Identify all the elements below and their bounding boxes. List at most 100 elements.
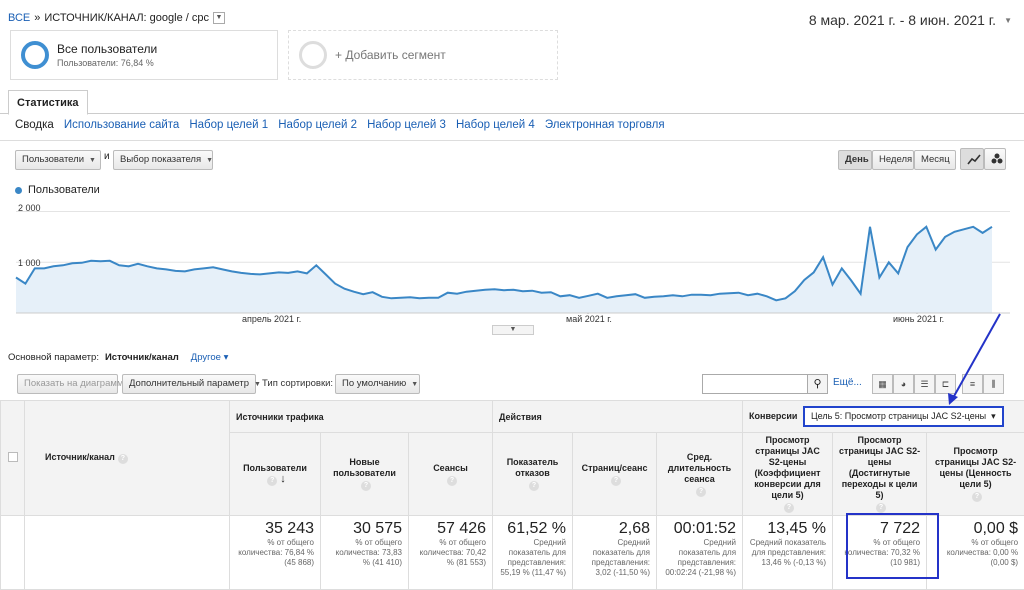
- breadcrumb-separator: »: [34, 12, 40, 24]
- segment-title: Все пользователи: [57, 42, 157, 56]
- totals-value: 13,45 %: [749, 520, 826, 538]
- column-header-label: Пользователи: [243, 463, 307, 473]
- help-icon[interactable]: ?: [361, 481, 371, 491]
- secondary-dimension-select[interactable]: Дополнительный параметр▼: [122, 374, 256, 394]
- legend-label: Пользователи: [28, 184, 100, 196]
- sort-arrow-icon[interactable]: ↓: [277, 473, 286, 485]
- column-header[interactable]: Сеансы?: [409, 433, 493, 516]
- add-segment-label: + Добавить сегмент: [335, 48, 446, 62]
- totals-value: 30 575: [327, 520, 402, 538]
- select-all-cell: [1, 401, 25, 516]
- advanced-filter-link[interactable]: Ещё...: [833, 377, 862, 388]
- comparison-view-icon[interactable]: ⊏: [935, 374, 956, 394]
- sort-type-select[interactable]: По умолчанию ▼: [335, 374, 420, 394]
- group-conversions: Конверсии Цель 5: Просмотр страницы JAC …: [743, 401, 1024, 433]
- column-header-label: Сеансы: [433, 463, 468, 473]
- select-all-checkbox[interactable]: [8, 452, 18, 462]
- pivot-view-icon[interactable]: ⫼: [983, 374, 1004, 394]
- help-icon[interactable]: ?: [118, 454, 128, 464]
- tab-statistics[interactable]: Статистика: [8, 90, 88, 115]
- line-chart-icon[interactable]: [960, 148, 984, 170]
- performance-view-icon[interactable]: ☰: [914, 374, 935, 394]
- segment-all-users[interactable]: Все пользователи Пользователи: 76,84 %: [10, 30, 278, 80]
- column-header[interactable]: Страниц/сеанс?: [573, 433, 657, 516]
- primary-dimension-value[interactable]: Источник/канал: [105, 352, 179, 363]
- segment-ring-icon: [299, 41, 327, 69]
- totals-cell: 57 426% от общего количества: 70,42 % (8…: [409, 516, 493, 590]
- help-icon[interactable]: ?: [876, 503, 886, 513]
- add-segment-button[interactable]: + Добавить сегмент: [288, 30, 558, 80]
- column-header[interactable]: Просмотр страницы JAC S2-цены (Достигнут…: [833, 433, 927, 516]
- totals-cell: 30 575% от общего количества: 73,83 % (4…: [321, 516, 409, 590]
- search-icon[interactable]: ⚲: [807, 375, 827, 393]
- column-header-label: Показатель отказов: [507, 457, 559, 478]
- dimension-header-label: Источник/канал: [45, 452, 115, 462]
- totals-cell: 61,52 %Средний показатель для представле…: [493, 516, 573, 590]
- other-dimension-link[interactable]: Другое ▾: [191, 352, 229, 363]
- subnav-summary[interactable]: Сводка: [15, 119, 54, 131]
- help-icon[interactable]: ?: [611, 476, 621, 486]
- subnav-site-usage[interactable]: Использование сайта: [64, 119, 179, 131]
- help-icon[interactable]: ?: [784, 503, 794, 513]
- legend-dot: [15, 187, 22, 194]
- dimension-header[interactable]: Источник/канал?: [25, 401, 230, 516]
- column-header-label: Просмотр страницы JAC S2-цены (Коэффицие…: [754, 435, 821, 500]
- column-header[interactable]: Просмотр страницы JAC S2-цены (Ценность …: [927, 433, 1024, 516]
- date-range-picker[interactable]: 8 мар. 2021 г. - 8 июн. 2021 г. ▼: [809, 12, 1012, 28]
- y-tick-label: 1 000: [18, 258, 41, 268]
- table-view-icon[interactable]: ▦: [872, 374, 893, 394]
- line-chart: 2 000 1 000 апрель 2021 г. май 2021 г. и…: [0, 198, 1024, 331]
- subnav-ecommerce[interactable]: Электронная торговля: [545, 119, 665, 131]
- highlight-box: [846, 513, 939, 579]
- totals-subtext: Средний показатель для представления: 55…: [499, 538, 566, 578]
- column-header[interactable]: Пользователи? ↓: [230, 433, 321, 516]
- term-cloud-icon[interactable]: ≡: [962, 374, 983, 394]
- column-header-label: Новые пользователи: [333, 457, 396, 478]
- other-dimension-label: Другое: [191, 352, 221, 363]
- totals-value: 61,52 %: [499, 520, 566, 538]
- totals-cell: 35 243% от общего количества: 76,84 % (4…: [230, 516, 321, 590]
- column-header-label: Просмотр страницы JAC S2-цены (Ценность …: [935, 446, 1016, 489]
- goal-select[interactable]: Цель 5: Просмотр страницы JAC S2-цены ▾: [804, 407, 1003, 426]
- granularity-week-button[interactable]: Неделя: [872, 150, 914, 170]
- granularity-day-button[interactable]: День: [838, 150, 872, 170]
- chart-resize-handle[interactable]: ▼: [492, 325, 534, 335]
- column-header[interactable]: Сред. длительность сеанса?: [657, 433, 743, 516]
- segment-subtitle: Пользователи: 76,84 %: [57, 58, 157, 68]
- help-icon[interactable]: ?: [267, 476, 277, 486]
- help-icon[interactable]: ?: [972, 492, 982, 502]
- column-header-label: Сред. длительность сеанса: [668, 452, 731, 484]
- group-conversions-label: Конверсии: [749, 411, 797, 421]
- breadcrumb-current: ИСТОЧНИК/КАНАЛ: google / cpc: [44, 12, 209, 24]
- subnav-goal-set-4[interactable]: Набор целей 4: [456, 119, 535, 131]
- granularity-month-button[interactable]: Месяц: [914, 150, 956, 170]
- table-search-input[interactable]: ⚲: [702, 374, 828, 394]
- subnav-goal-set-2[interactable]: Набор целей 2: [278, 119, 357, 131]
- chevron-down-icon: ▼: [411, 376, 418, 394]
- chevron-down-icon[interactable]: ▼: [1004, 16, 1012, 25]
- chevron-down-icon: ▼: [254, 376, 261, 394]
- column-header[interactable]: Показатель отказов?: [493, 433, 573, 516]
- breadcrumb-root[interactable]: ВСЕ: [8, 12, 30, 24]
- sort-type-value: По умолчанию: [342, 378, 406, 389]
- date-range-label[interactable]: 8 мар. 2021 г. - 8 июн. 2021 г.: [809, 12, 996, 28]
- subnav-goal-set-1[interactable]: Набор целей 1: [189, 119, 268, 131]
- subnav-goal-set-3[interactable]: Набор целей 3: [367, 119, 446, 131]
- totals-subtext: % от общего количества: 0,00 % (0,00 $): [933, 538, 1018, 568]
- column-header[interactable]: Новые пользователи?: [321, 433, 409, 516]
- show-on-chart-button[interactable]: Показать на диаграмме: [17, 374, 118, 394]
- help-icon[interactable]: ?: [529, 481, 539, 491]
- help-icon[interactable]: ?: [696, 487, 706, 497]
- pie-view-icon[interactable]: ◕: [893, 374, 914, 394]
- column-header[interactable]: Просмотр страницы JAC S2-цены (Коэффицие…: [743, 433, 833, 516]
- segment-ring-icon: [21, 41, 49, 69]
- totals-value: 2,68: [579, 520, 650, 538]
- chevron-down-icon[interactable]: ▼: [213, 12, 225, 24]
- primary-dimension-row: Основной параметр: Источник/канал Другое…: [8, 352, 228, 363]
- motion-chart-icon[interactable]: [984, 148, 1006, 170]
- help-icon[interactable]: ?: [447, 476, 457, 486]
- metric-select-2[interactable]: Выбор показателя▼: [113, 150, 213, 170]
- metric-select-1[interactable]: Пользователи▼: [15, 150, 101, 170]
- divider: [0, 140, 1024, 141]
- chart-svg: [0, 198, 1024, 328]
